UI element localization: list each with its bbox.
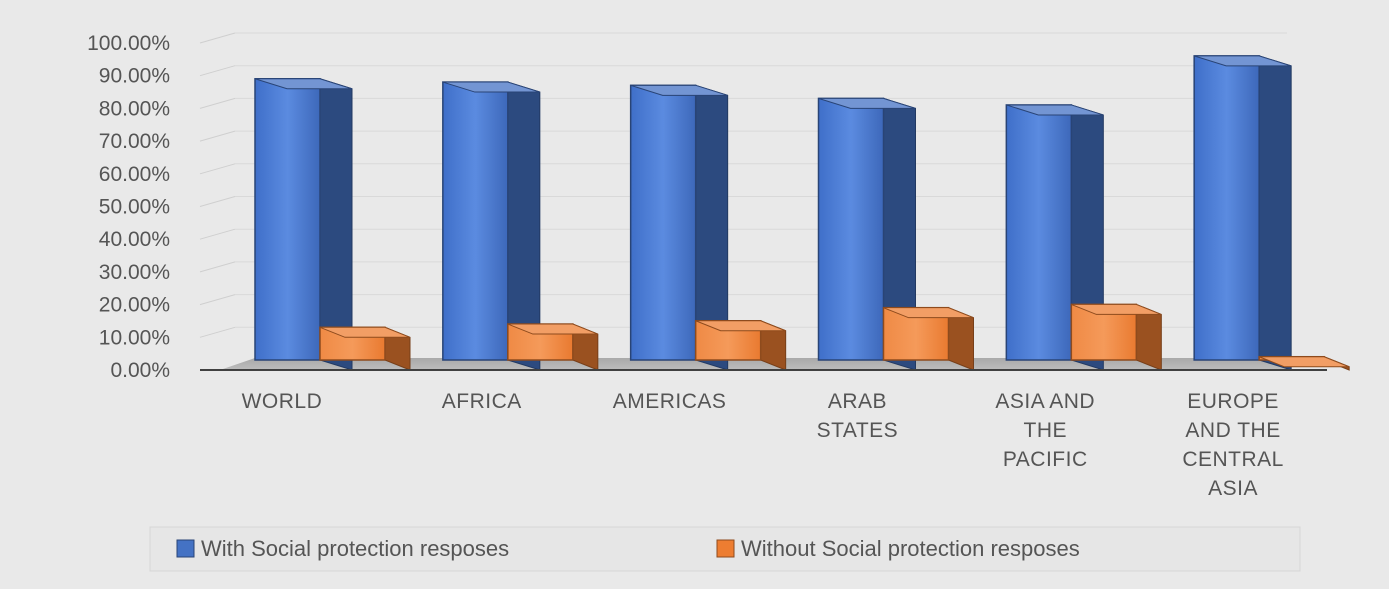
bar-top <box>630 84 728 96</box>
bar-front <box>254 78 321 361</box>
x-category-label-line: AND THE <box>1185 419 1280 442</box>
x-category-label-line: STATES <box>817 419 899 442</box>
x-category-label: EUROPE AND THE CENTRAL ASIA <box>1182 390 1284 500</box>
y-tick-label: 100.00% <box>87 32 170 55</box>
bar-top <box>319 326 411 338</box>
x-category-label-line: THE <box>1024 419 1068 442</box>
bar-top <box>883 307 974 319</box>
chart-floor <box>220 358 1287 370</box>
y-tick-label: 60.00% <box>99 163 170 186</box>
gridline-diagonal <box>199 97 236 109</box>
x-category-label-line: WORLD <box>242 390 323 413</box>
legend-swatch-0 <box>176 539 195 558</box>
bar-side <box>1258 55 1292 371</box>
x-category-label-line: PACIFIC <box>1003 448 1088 471</box>
gridline-diagonal <box>199 196 236 207</box>
y-tick-label: 20.00% <box>99 294 170 317</box>
x-category-label-line: EUROPE <box>1187 390 1279 413</box>
bar-front <box>817 97 885 361</box>
y-tick-label: 90.00% <box>99 65 170 88</box>
bar-front <box>1005 104 1073 361</box>
bar-top <box>1071 303 1162 315</box>
y-tick-label: 70.00% <box>99 130 170 153</box>
bar-without-1 <box>507 323 599 371</box>
x-category-label-line: ASIA AND <box>995 390 1095 413</box>
legend: With Social protection resposes Without S… <box>149 526 1301 572</box>
bar-without-0 <box>319 326 411 371</box>
gridline-diagonal <box>199 65 236 77</box>
gridline-diagonal <box>199 130 236 142</box>
bar-top <box>442 81 540 93</box>
bar-without-2 <box>694 320 787 371</box>
y-tick-label: 40.00% <box>99 228 170 251</box>
bar-front <box>1193 55 1260 361</box>
bar-top <box>1194 55 1292 67</box>
bars <box>254 55 1350 371</box>
bar-top <box>695 320 786 332</box>
gridline-diagonal <box>199 163 236 175</box>
bar-top <box>507 323 599 335</box>
legend-label-1: Without Social protection resposes <box>741 536 1080 561</box>
y-tick-label: 0.00% <box>110 359 170 382</box>
x-category-label: AMERICAS <box>613 390 727 413</box>
bar-top <box>818 97 916 109</box>
x-category-label-line: ARAB <box>828 390 887 413</box>
y-tick-label: 10.00% <box>99 326 170 349</box>
x-category-label: ARAB STATES <box>817 390 899 442</box>
bar-without-4 <box>1070 303 1162 371</box>
bar-side <box>319 78 353 371</box>
x-category-label-line: AMERICAS <box>613 390 727 413</box>
bar-with-3 <box>817 97 916 371</box>
x-category-label: WORLD <box>242 390 323 413</box>
y-tick-label: 80.00% <box>99 97 170 120</box>
bar-top <box>254 78 353 90</box>
bar-front <box>442 81 509 361</box>
bar-with-5 <box>1193 55 1292 371</box>
gridline-diagonal <box>199 32 236 44</box>
x-category-label-line: ASIA <box>1208 477 1258 500</box>
bar-front <box>629 84 697 361</box>
x-category-label: ASIA AND THE PACIFIC <box>995 390 1095 471</box>
y-tick-label: 50.00% <box>99 196 170 219</box>
x-category-label: AFRICA <box>442 390 522 413</box>
legend-swatch-1 <box>716 539 735 558</box>
gridline-diagonal <box>199 261 236 273</box>
gridline-diagonal <box>199 228 236 240</box>
x-category-label-line: AFRICA <box>442 390 522 413</box>
bar-top <box>1258 356 1350 368</box>
bar-with-2 <box>629 84 729 371</box>
x-category-label-line: CENTRAL <box>1182 448 1284 471</box>
gridline-diagonal <box>199 294 236 306</box>
y-tick-label: 30.00% <box>99 261 170 284</box>
bar-with-1 <box>442 81 541 371</box>
bar-top <box>1006 104 1104 116</box>
bar-without-5 <box>1258 355 1350 371</box>
gridline-diagonal <box>199 326 236 338</box>
bar-without-3 <box>882 306 974 371</box>
floor-plane <box>220 358 1287 370</box>
bar-with-0 <box>254 78 353 371</box>
legend-label-0: With Social protection resposes <box>201 536 509 561</box>
axes: 0.00% 10.00% 20.00% 30.00% 40.00% 50.00% 60.00… <box>87 32 1327 500</box>
